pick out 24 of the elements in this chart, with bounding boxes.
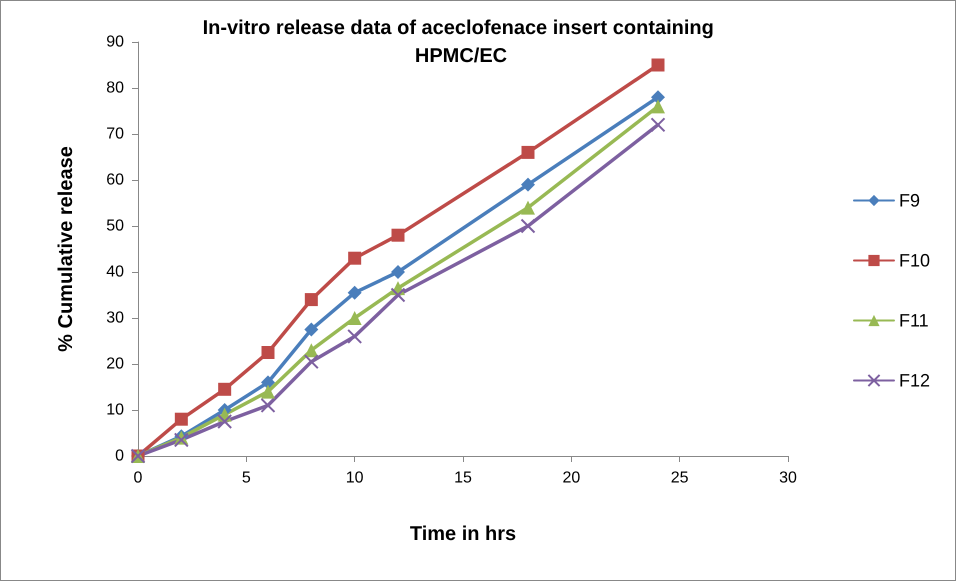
y-tick-label: 30 — [106, 310, 124, 326]
x-tick-label: 30 — [779, 470, 797, 486]
legend-label: F11 — [898, 310, 929, 330]
y-tick-label: 80 — [106, 80, 124, 96]
x-tick-label: 25 — [670, 470, 689, 486]
x-tick-label: 0 — [134, 470, 143, 486]
y-tick-label: 0 — [115, 448, 124, 464]
y-axis-title: % Cumulative release — [55, 146, 77, 352]
legend-label: F12 — [898, 370, 930, 390]
chart-title: In-vitro release data of aceclofenace insert containing HPMC/EC — [202, 17, 720, 67]
y-tick-label: 10 — [106, 402, 124, 418]
y-tick-label: 60 — [106, 172, 124, 188]
x-tick-label: 15 — [454, 470, 472, 486]
x-tick-label: 20 — [562, 470, 580, 486]
y-tick-label: 20 — [106, 356, 124, 372]
x-axis-title: Time in hrs — [410, 523, 516, 545]
y-tick-label: 90 — [106, 34, 124, 50]
legend-label: F10 — [898, 250, 930, 270]
y-tick-label: 50 — [106, 218, 124, 234]
y-tick-label: 40 — [106, 264, 124, 280]
x-tick-label: 10 — [346, 470, 364, 486]
y-tick-label: 70 — [106, 126, 124, 142]
x-tick-label: 5 — [242, 470, 251, 486]
legend-label: F9 — [898, 190, 920, 210]
